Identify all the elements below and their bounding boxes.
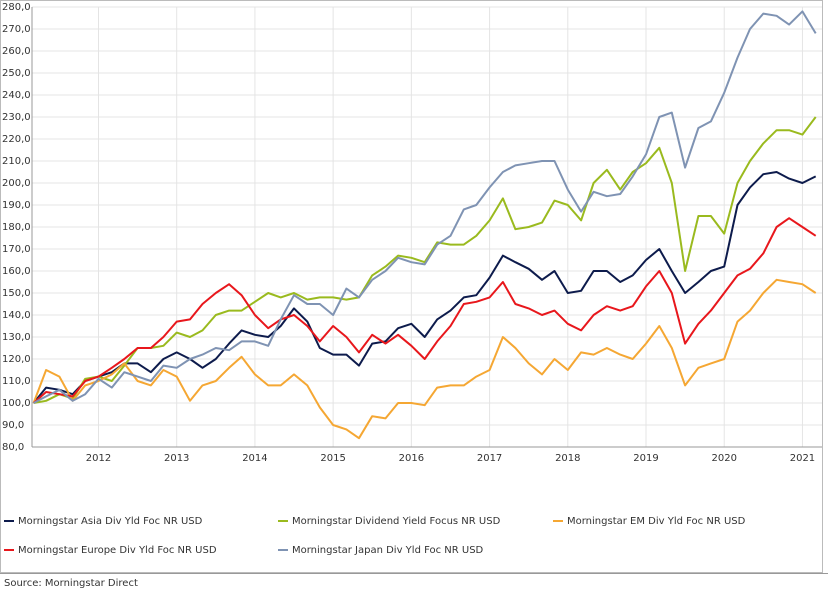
y-tick-label: 80,0 xyxy=(2,442,24,453)
series-line xyxy=(32,217,817,404)
y-tick-label: 260,0 xyxy=(2,46,31,57)
y-tick-label: 170,0 xyxy=(2,244,31,255)
y-tick-label: 210,0 xyxy=(2,156,31,167)
source-note: Source: Morningstar Direct xyxy=(4,578,138,589)
x-tick-label: 2020 xyxy=(712,453,737,464)
x-tick-label: 2018 xyxy=(555,453,580,464)
y-tick-label: 110,0 xyxy=(2,376,31,387)
y-tick-label: 100,0 xyxy=(2,398,31,409)
frame xyxy=(0,0,823,573)
x-tick-label: 2017 xyxy=(477,453,502,464)
legend-label: Morningstar Japan Div Yld Foc NR USD xyxy=(292,545,484,556)
y-tick-label: 230,0 xyxy=(2,112,31,123)
x-tick-label: 2013 xyxy=(164,453,189,464)
y-tick-label: 180,0 xyxy=(2,222,31,233)
y-tick-label: 160,0 xyxy=(2,266,31,277)
x-tick-label: 2019 xyxy=(633,453,658,464)
y-tick-label: 130,0 xyxy=(2,332,31,343)
y-tick-label: 120,0 xyxy=(2,354,31,365)
x-tick-label: 2016 xyxy=(399,453,424,464)
series-line xyxy=(33,116,817,404)
y-tick-label: 90,0 xyxy=(2,420,24,431)
y-tick-label: 140,0 xyxy=(2,310,31,321)
series-line xyxy=(33,10,817,404)
y-tick-label: 270,0 xyxy=(2,24,31,35)
series-line xyxy=(32,278,817,440)
x-tick-label: 2015 xyxy=(320,453,345,464)
y-tick-label: 220,0 xyxy=(2,134,31,145)
y-tick-label: 240,0 xyxy=(2,90,31,101)
x-tick-label: 2012 xyxy=(86,453,111,464)
y-tick-label: 190,0 xyxy=(2,200,31,211)
legend-label: Morningstar Dividend Yield Focus NR USD xyxy=(292,516,501,527)
series-line xyxy=(32,171,817,404)
y-tick-label: 250,0 xyxy=(2,68,31,79)
legend-label: Morningstar Europe Div Yld Foc NR USD xyxy=(18,545,217,556)
y-tick-label: 150,0 xyxy=(2,288,31,299)
legend-label: Morningstar EM Div Yld Foc NR USD xyxy=(567,516,746,527)
y-tick-label: 200,0 xyxy=(2,178,31,189)
y-tick-label: 280,0 xyxy=(2,2,31,13)
x-tick-label: 2021 xyxy=(790,453,815,464)
x-tick-label: 2014 xyxy=(242,453,267,464)
legend-label: Morningstar Asia Div Yld Foc NR USD xyxy=(18,516,203,527)
